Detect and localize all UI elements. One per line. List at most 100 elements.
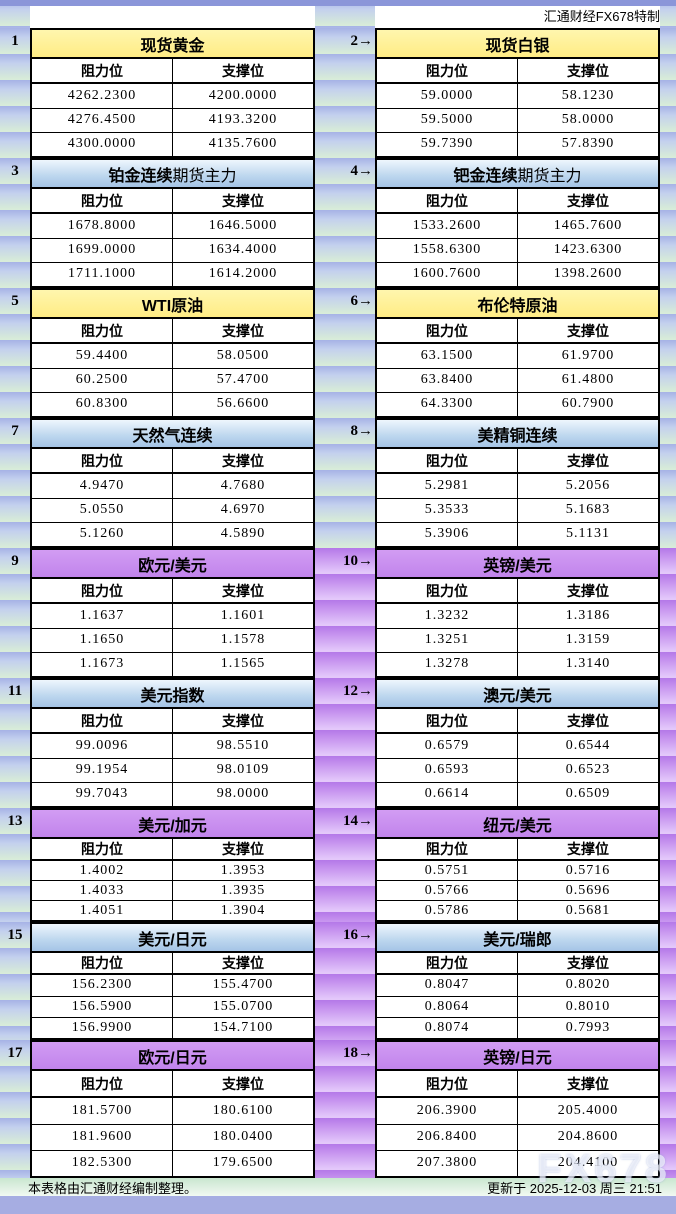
support-value: 155.0700 bbox=[212, 998, 274, 1014]
level-row: 0.8074 0.7993 bbox=[377, 1017, 658, 1038]
right-margin bbox=[660, 418, 676, 548]
instrument-block: 英镑/日元 阻力位 支撑位 206.3900 205.4000 206.8400… bbox=[375, 1040, 660, 1178]
support-value: 57.4700 bbox=[216, 372, 270, 388]
resistance-value: 59.0000 bbox=[377, 84, 518, 108]
column-header-row: 阻力位 支撑位 bbox=[377, 953, 658, 976]
resistance-value: 63.8400 bbox=[377, 368, 518, 392]
instrument-block: 铂金连续 期货主力 阻力位 支撑位 1678.8000 1646.5000 169… bbox=[30, 158, 315, 288]
resistance-column-header: 阻力位 bbox=[32, 709, 173, 733]
level-row: 99.0096 98.5510 bbox=[32, 734, 313, 759]
support-column-header: 支撑位 bbox=[567, 712, 609, 729]
level-row: 63.8400 61.4800 bbox=[377, 368, 658, 393]
level-row: 1.4051 1.3904 bbox=[32, 901, 313, 920]
left-margin: 15 bbox=[0, 922, 30, 1040]
resistance-value: 0.5751 bbox=[377, 861, 518, 880]
right-margin bbox=[660, 158, 676, 288]
support-value: 1.3159 bbox=[565, 632, 611, 648]
level-row: 0.6593 0.6523 bbox=[377, 758, 658, 783]
column-header-row: 阻力位 支撑位 bbox=[377, 319, 658, 345]
support-value: 4.6970 bbox=[220, 502, 266, 518]
level-row: 64.3300 60.7900 bbox=[377, 392, 658, 416]
block-number: 14→ bbox=[343, 813, 373, 829]
block-header: 澳元/美元 bbox=[377, 680, 658, 709]
support-column-header: 支撑位 bbox=[222, 712, 264, 729]
section-row-3: 5 WTI原油 阻力位 支撑位 59.4400 58.0500 60.2500 … bbox=[0, 288, 676, 418]
block-number: 4→ bbox=[350, 163, 374, 179]
resistance-value: 156.5900 bbox=[32, 996, 173, 1017]
support-column-header: 支撑位 bbox=[222, 841, 264, 857]
support-value: 56.6600 bbox=[216, 396, 270, 412]
top-strip: 汇通财经FX678特制 bbox=[0, 0, 676, 28]
resistance-column-header: 阻力位 bbox=[377, 839, 518, 859]
block-number: 2→ bbox=[350, 33, 374, 49]
level-row: 5.2981 5.2056 bbox=[377, 474, 658, 499]
support-value: 1.1565 bbox=[220, 656, 266, 672]
instrument-block: 天然气连续 阻力位 支撑位 4.9470 4.7680 5.0550 4.697… bbox=[30, 418, 315, 548]
resistance-value: 0.5786 bbox=[377, 901, 518, 920]
section-row-2: 3 铂金连续 期货主力 阻力位 支撑位 1678.8000 1646.5000 1… bbox=[0, 158, 676, 288]
resistance-column-header: 阻力位 bbox=[377, 709, 518, 733]
instrument-block: 现货黄金 阻力位 支撑位 4262.2300 4200.0000 4276.45… bbox=[30, 28, 315, 158]
resistance-column-header: 阻力位 bbox=[32, 1071, 173, 1097]
level-row: 1558.6300 1423.6300 bbox=[377, 238, 658, 263]
level-row: 1.3232 1.3186 bbox=[377, 604, 658, 629]
column-header-row: 阻力位 支撑位 bbox=[377, 189, 658, 215]
instrument-block: 美元/加元 阻力位 支撑位 1.4002 1.3953 1.4033 1.393… bbox=[30, 808, 315, 922]
block-header: 英镑/日元 bbox=[377, 1042, 658, 1071]
block-header: WTI原油 bbox=[32, 290, 313, 319]
resistance-value: 156.2300 bbox=[32, 975, 173, 996]
level-row: 1.4033 1.3935 bbox=[32, 881, 313, 901]
support-value: 204.4100 bbox=[557, 1155, 619, 1171]
section-row-5: 9 欧元/美元 阻力位 支撑位 1.1637 1.1601 1.1650 1.1… bbox=[0, 548, 676, 678]
center-gutter: 6→ bbox=[315, 288, 375, 418]
resistance-value: 181.9600 bbox=[32, 1124, 173, 1150]
page-title: 汇通财经FX678特制 bbox=[375, 0, 660, 28]
support-value: 1.3904 bbox=[220, 902, 266, 918]
block-number: 15 bbox=[7, 927, 23, 943]
section-row-1: 1 现货黄金 阻力位 支撑位 4262.2300 4200.0000 4276.… bbox=[0, 28, 676, 158]
level-row: 156.2300 155.4700 bbox=[32, 975, 313, 997]
column-header-row: 阻力位 支撑位 bbox=[32, 319, 313, 345]
support-value: 60.7900 bbox=[561, 396, 615, 412]
resistance-value: 5.1260 bbox=[32, 522, 173, 546]
level-row: 0.5786 0.5681 bbox=[377, 901, 658, 920]
block-header: 铂金连续 期货主力 bbox=[32, 160, 313, 189]
block-number: 3 bbox=[11, 163, 19, 179]
right-margin bbox=[660, 548, 676, 678]
support-value: 154.7100 bbox=[212, 1019, 274, 1035]
block-header: 布伦特原油 bbox=[377, 290, 658, 319]
column-header-row: 阻力位 支撑位 bbox=[32, 1071, 313, 1099]
left-margin: 9 bbox=[0, 548, 30, 678]
resistance-value: 1533.2600 bbox=[377, 214, 518, 238]
resistance-column-header: 阻力位 bbox=[32, 953, 173, 974]
level-row: 1.4002 1.3953 bbox=[32, 861, 313, 881]
block-number: 17 bbox=[7, 1045, 23, 1061]
resistance-value: 1.1673 bbox=[32, 652, 173, 676]
block-header: 钯金连续 期货主力 bbox=[377, 160, 658, 189]
block-title: 欧元/美元 bbox=[138, 557, 207, 575]
support-value: 5.2056 bbox=[565, 477, 611, 493]
level-row: 5.3533 5.1683 bbox=[377, 498, 658, 523]
resistance-column-header: 阻力位 bbox=[32, 449, 173, 473]
center-gutter: 12→ bbox=[315, 678, 375, 808]
resistance-column-header: 阻力位 bbox=[377, 449, 518, 473]
support-value: 58.0000 bbox=[561, 112, 615, 128]
instrument-block: 欧元/日元 阻力位 支撑位 181.5700 180.6100 181.9600… bbox=[30, 1040, 315, 1178]
resistance-value: 181.5700 bbox=[32, 1098, 173, 1124]
level-row: 1.1673 1.1565 bbox=[32, 652, 313, 676]
level-row: 1711.1000 1614.2000 bbox=[32, 262, 313, 286]
support-value: 0.5696 bbox=[565, 882, 611, 898]
level-row: 156.5900 155.0700 bbox=[32, 996, 313, 1018]
top-strip-blank bbox=[30, 0, 315, 28]
level-row: 182.5300 179.6500 bbox=[32, 1150, 313, 1176]
column-header-row: 阻力位 支撑位 bbox=[377, 59, 658, 85]
support-value: 204.8600 bbox=[557, 1129, 619, 1145]
right-margin bbox=[660, 1040, 676, 1178]
resistance-value: 0.6614 bbox=[377, 782, 518, 806]
block-number: 16→ bbox=[343, 927, 373, 943]
level-row: 63.1500 61.9700 bbox=[377, 344, 658, 369]
level-row: 1600.7600 1398.2600 bbox=[377, 262, 658, 286]
level-row: 1699.0000 1634.4000 bbox=[32, 238, 313, 263]
resistance-value: 59.7390 bbox=[377, 132, 518, 156]
support-column-header: 支撑位 bbox=[567, 192, 609, 209]
